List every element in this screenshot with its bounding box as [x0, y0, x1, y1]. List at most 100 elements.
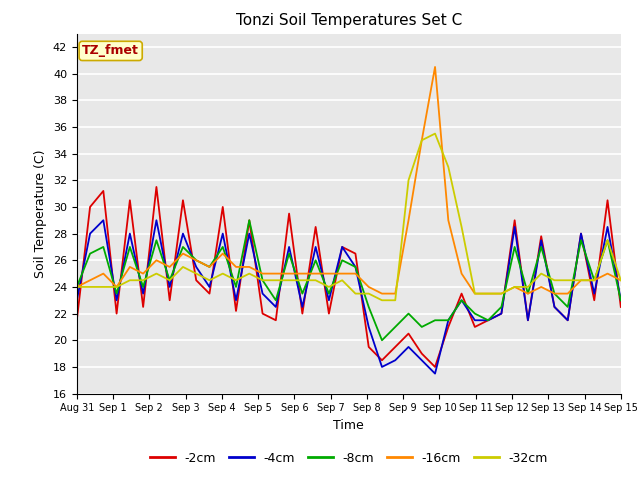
-32cm [193, 271, 200, 276]
-2cm [272, 317, 280, 323]
Line: -32cm: -32cm [77, 133, 621, 300]
-32cm [113, 284, 120, 290]
-4cm [617, 298, 625, 303]
-16cm [617, 277, 625, 283]
-32cm [285, 277, 293, 283]
-2cm [113, 311, 120, 316]
-4cm [272, 304, 280, 310]
-4cm [140, 291, 147, 297]
-16cm [219, 251, 227, 256]
-2cm [259, 311, 266, 316]
-8cm [511, 244, 518, 250]
-16cm [232, 264, 240, 270]
Line: -4cm: -4cm [77, 220, 621, 373]
-4cm [392, 358, 399, 363]
-16cm [418, 137, 426, 143]
-32cm [205, 277, 213, 283]
-32cm [418, 137, 426, 143]
-2cm [550, 304, 558, 310]
-4cm [193, 264, 200, 270]
-32cm [404, 178, 412, 183]
-8cm [458, 298, 465, 303]
-2cm [392, 344, 399, 350]
-2cm [232, 308, 240, 314]
-4cm [166, 284, 173, 290]
-8cm [86, 251, 94, 256]
-16cm [179, 251, 187, 256]
-8cm [339, 257, 346, 263]
-4cm [73, 298, 81, 303]
-2cm [471, 324, 479, 330]
-2cm [458, 291, 465, 297]
-8cm [418, 324, 426, 330]
-2cm [99, 188, 107, 194]
-32cm [99, 284, 107, 290]
-32cm [392, 298, 399, 303]
-4cm [604, 224, 611, 230]
-16cm [458, 271, 465, 276]
-2cm [166, 298, 173, 303]
-32cm [73, 284, 81, 290]
-2cm [285, 211, 293, 216]
-4cm [285, 244, 293, 250]
-8cm [351, 264, 359, 270]
-16cm [166, 264, 173, 270]
-32cm [246, 271, 253, 276]
-2cm [126, 197, 134, 203]
-16cm [538, 284, 545, 290]
-8cm [497, 304, 505, 310]
Y-axis label: Soil Temperature (C): Soil Temperature (C) [35, 149, 47, 278]
-16cm [431, 64, 439, 70]
-2cm [538, 233, 545, 239]
-2cm [179, 197, 187, 203]
-8cm [298, 291, 306, 297]
-2cm [140, 304, 147, 310]
-16cm [604, 271, 611, 276]
-32cm [179, 264, 187, 270]
-8cm [246, 217, 253, 223]
-16cm [86, 277, 94, 283]
-32cm [259, 277, 266, 283]
-16cm [378, 291, 386, 297]
-16cm [351, 271, 359, 276]
-32cm [497, 291, 505, 297]
-4cm [232, 298, 240, 303]
-32cm [232, 277, 240, 283]
-4cm [259, 291, 266, 297]
-2cm [351, 251, 359, 256]
-4cm [591, 291, 598, 297]
-16cm [404, 217, 412, 223]
-32cm [471, 291, 479, 297]
-32cm [511, 284, 518, 290]
-16cm [140, 271, 147, 276]
-4cm [298, 304, 306, 310]
-16cm [73, 284, 81, 290]
-16cm [392, 291, 399, 297]
-8cm [378, 337, 386, 343]
-32cm [617, 277, 625, 283]
-2cm [511, 217, 518, 223]
-2cm [404, 331, 412, 336]
-16cm [285, 271, 293, 276]
-4cm [339, 244, 346, 250]
-4cm [246, 231, 253, 237]
-4cm [458, 298, 465, 303]
-2cm [418, 351, 426, 357]
-2cm [444, 324, 452, 330]
-32cm [339, 277, 346, 283]
-32cm [591, 277, 598, 283]
-2cm [205, 291, 213, 297]
-16cm [99, 271, 107, 276]
-16cm [497, 291, 505, 297]
-16cm [312, 271, 319, 276]
-32cm [86, 284, 94, 290]
-32cm [378, 298, 386, 303]
-32cm [458, 224, 465, 230]
-32cm [126, 277, 134, 283]
Line: -8cm: -8cm [77, 220, 621, 340]
-8cm [325, 291, 333, 297]
-4cm [524, 317, 532, 323]
-16cm [339, 271, 346, 276]
-8cm [312, 257, 319, 263]
-2cm [312, 224, 319, 230]
